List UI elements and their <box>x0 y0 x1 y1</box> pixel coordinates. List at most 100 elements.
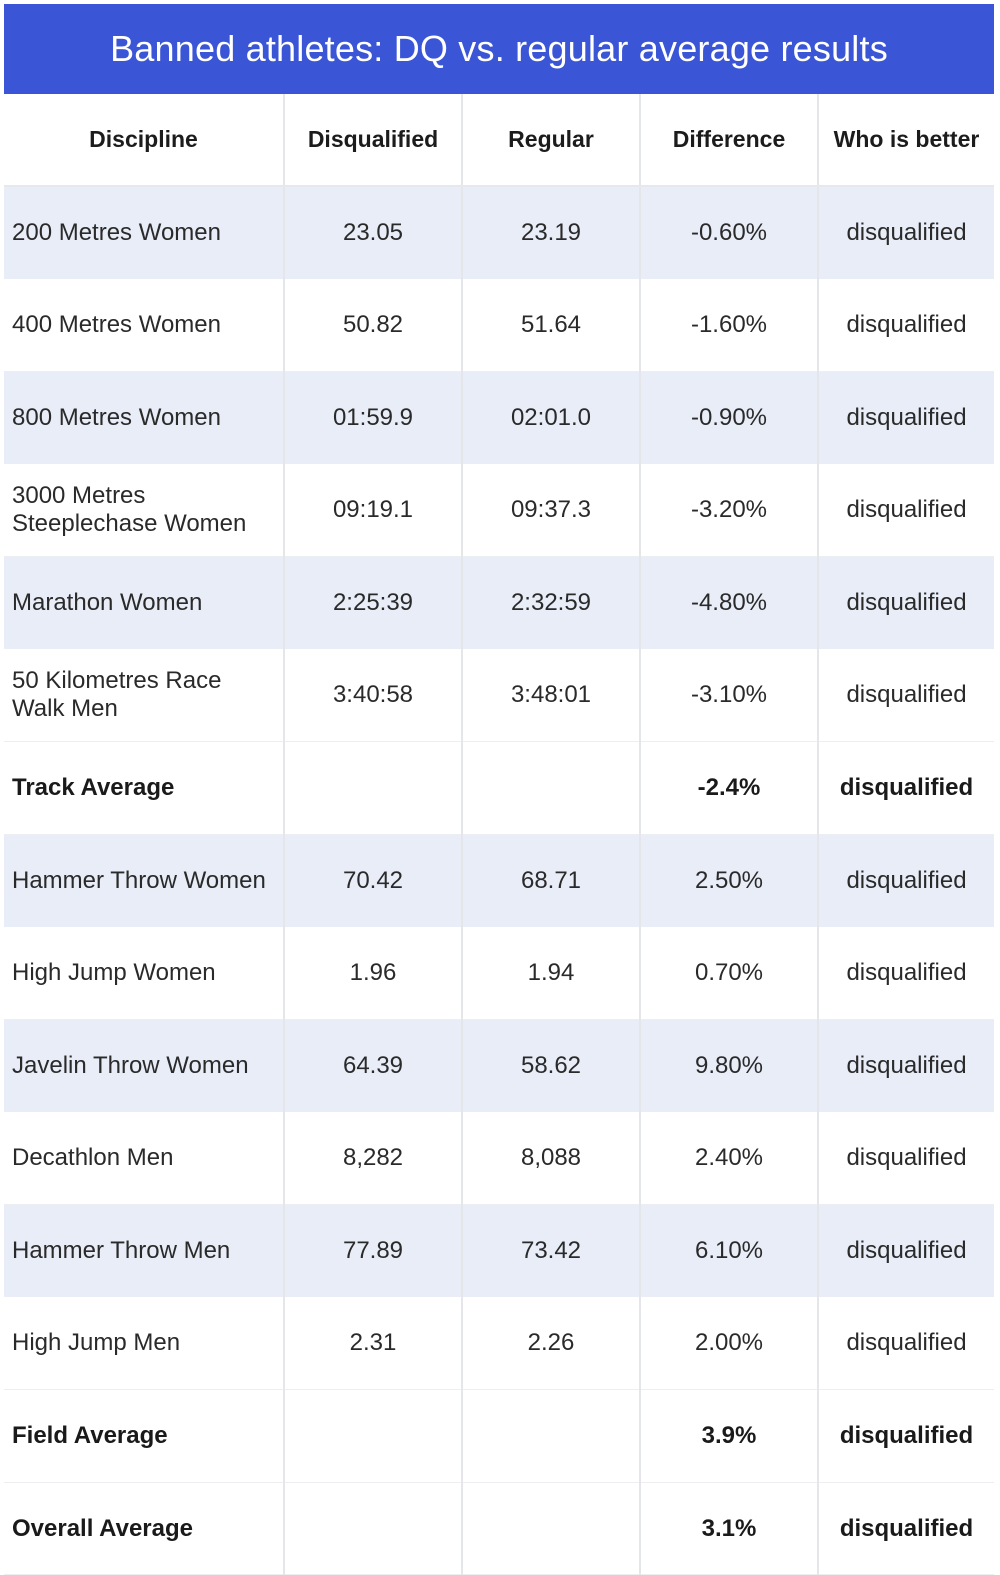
cell-difference: -3.20% <box>640 463 819 557</box>
column-header-difference: Difference <box>640 94 819 187</box>
average-row: Field Average 3.9% disqualified <box>4 1389 994 1483</box>
cell-regular: 3:48:01 <box>462 648 641 743</box>
cell-disqualified: 50.82 <box>284 278 463 372</box>
cell-regular <box>462 741 641 835</box>
cell-discipline: Overall Average <box>4 1482 285 1575</box>
table-row: Javelin Throw Women 64.39 58.62 9.80% disqua… <box>4 1019 994 1112</box>
cell-disqualified: 8,282 <box>284 1111 463 1206</box>
cell-who-is-better: disqualified <box>818 926 994 1020</box>
cell-who-is-better: disqualified <box>818 834 994 927</box>
cell-regular: 2.26 <box>462 1297 641 1391</box>
cell-who-is-better: disqualified <box>818 1204 994 1298</box>
cell-disqualified: 23.05 <box>284 186 463 279</box>
cell-discipline: Hammer Throw Men <box>4 1204 285 1298</box>
cell-who-is-better: disqualified <box>818 741 994 835</box>
table-title: Banned athletes: DQ vs. regular average … <box>4 4 994 94</box>
cell-who-is-better: disqualified <box>818 1389 994 1483</box>
column-header-who-is-better: Who is better <box>818 94 994 187</box>
cell-regular: 68.71 <box>462 834 641 927</box>
table-body: 200 Metres Women 23.05 23.19 -0.60% disquali… <box>4 186 994 1575</box>
cell-difference: 3.9% <box>640 1389 819 1483</box>
results-table: Discipline Disqualified Regular Differen… <box>4 94 994 1575</box>
cell-difference: -2.4% <box>640 741 819 835</box>
cell-who-is-better: disqualified <box>818 186 994 279</box>
column-header-disqualified: Disqualified <box>284 94 463 187</box>
table-row: Hammer Throw Men 77.89 73.42 6.10% disqualif… <box>4 1204 994 1298</box>
average-row: Track Average -2.4% disqualified <box>4 741 994 835</box>
table-row: 400 Metres Women 50.82 51.64 -1.60% disquali… <box>4 278 994 372</box>
column-header-regular: Regular <box>462 94 641 187</box>
cell-discipline: Decathlon Men <box>4 1111 285 1206</box>
cell-discipline: High Jump Women <box>4 926 285 1020</box>
cell-disqualified: 2.31 <box>284 1297 463 1391</box>
cell-regular: 09:37.3 <box>462 463 641 557</box>
cell-regular: 1.94 <box>462 926 641 1020</box>
cell-disqualified: 1.96 <box>284 926 463 1020</box>
cell-difference: 9.80% <box>640 1019 819 1112</box>
cell-discipline: Track Average <box>4 741 285 835</box>
cell-difference: 0.70% <box>640 926 819 1020</box>
cell-disqualified: 70.42 <box>284 834 463 927</box>
cell-regular: 73.42 <box>462 1204 641 1298</box>
cell-who-is-better: disqualified <box>818 1111 994 1206</box>
cell-regular: 8,088 <box>462 1111 641 1206</box>
table-row: High Jump Men 2.31 2.26 2.00% disqualified <box>4 1297 994 1391</box>
cell-discipline: Javelin Throw Women <box>4 1019 285 1112</box>
cell-regular: 2:32:59 <box>462 556 641 649</box>
cell-who-is-better: disqualified <box>818 556 994 649</box>
cell-difference: -4.80% <box>640 556 819 649</box>
cell-regular: 02:01.0 <box>462 371 641 464</box>
cell-disqualified: 77.89 <box>284 1204 463 1298</box>
cell-disqualified <box>284 1482 463 1575</box>
cell-difference: 6.10% <box>640 1204 819 1298</box>
cell-difference: 3.1% <box>640 1482 819 1575</box>
cell-regular <box>462 1482 641 1575</box>
table-row: 3000 Metres Steeplechase Women 09:19.1 09:… <box>4 463 994 557</box>
cell-difference: 2.50% <box>640 834 819 927</box>
cell-regular: 51.64 <box>462 278 641 372</box>
cell-disqualified: 3:40:58 <box>284 648 463 743</box>
table-row: Hammer Throw Women 70.42 68.71 2.50% disqual… <box>4 834 994 927</box>
table-row: 800 Metres Women 01:59.9 02:01.0 -0.90% disq… <box>4 371 994 464</box>
cell-discipline: 50 Kilometres Race Walk Men <box>4 648 285 743</box>
cell-discipline: 400 Metres Women <box>4 278 285 372</box>
cell-discipline: 200 Metres Women <box>4 186 285 279</box>
cell-regular: 23.19 <box>462 186 641 279</box>
header-row: Discipline Disqualified Regular Differen… <box>4 94 994 187</box>
cell-disqualified <box>284 1389 463 1483</box>
cell-difference: -3.10% <box>640 648 819 743</box>
cell-disqualified: 09:19.1 <box>284 463 463 557</box>
cell-disqualified: 64.39 <box>284 1019 463 1112</box>
cell-discipline: Marathon Women <box>4 556 285 649</box>
cell-discipline: 800 Metres Women <box>4 371 285 464</box>
cell-difference: 2.40% <box>640 1111 819 1206</box>
table-row: 50 Kilometres Race Walk Men 3:40:58 3:48:0… <box>4 648 994 743</box>
cell-regular <box>462 1389 641 1483</box>
table-row: Marathon Women 2:25:39 2:32:59 -4.80% disqua… <box>4 556 994 649</box>
average-row: Overall Average 3.1% disqualified <box>4 1482 994 1575</box>
cell-discipline: Field Average <box>4 1389 285 1483</box>
table-row: Decathlon Men 8,282 8,088 2.40% disqualified <box>4 1111 994 1206</box>
column-header-discipline: Discipline <box>4 94 285 187</box>
cell-who-is-better: disqualified <box>818 278 994 372</box>
cell-regular: 58.62 <box>462 1019 641 1112</box>
cell-discipline: Hammer Throw Women <box>4 834 285 927</box>
cell-disqualified: 2:25:39 <box>284 556 463 649</box>
cell-disqualified: 01:59.9 <box>284 371 463 464</box>
cell-who-is-better: disqualified <box>818 1297 994 1391</box>
cell-discipline: High Jump Men <box>4 1297 285 1391</box>
cell-who-is-better: disqualified <box>818 463 994 557</box>
table-row: High Jump Women 1.96 1.94 0.70% disqualified <box>4 926 994 1020</box>
cell-who-is-better: disqualified <box>818 648 994 743</box>
cell-who-is-better: disqualified <box>818 1482 994 1575</box>
cell-disqualified <box>284 741 463 835</box>
cell-difference: -0.60% <box>640 186 819 279</box>
cell-who-is-better: disqualified <box>818 1019 994 1112</box>
cell-difference: -1.60% <box>640 278 819 372</box>
cell-who-is-better: disqualified <box>818 371 994 464</box>
cell-discipline: 3000 Metres Steeplechase Women <box>4 463 285 557</box>
cell-difference: 2.00% <box>640 1297 819 1391</box>
results-table-card: Banned athletes: DQ vs. regular average … <box>4 4 994 1575</box>
cell-difference: -0.90% <box>640 371 819 464</box>
table-row: 200 Metres Women 23.05 23.19 -0.60% disquali… <box>4 186 994 279</box>
